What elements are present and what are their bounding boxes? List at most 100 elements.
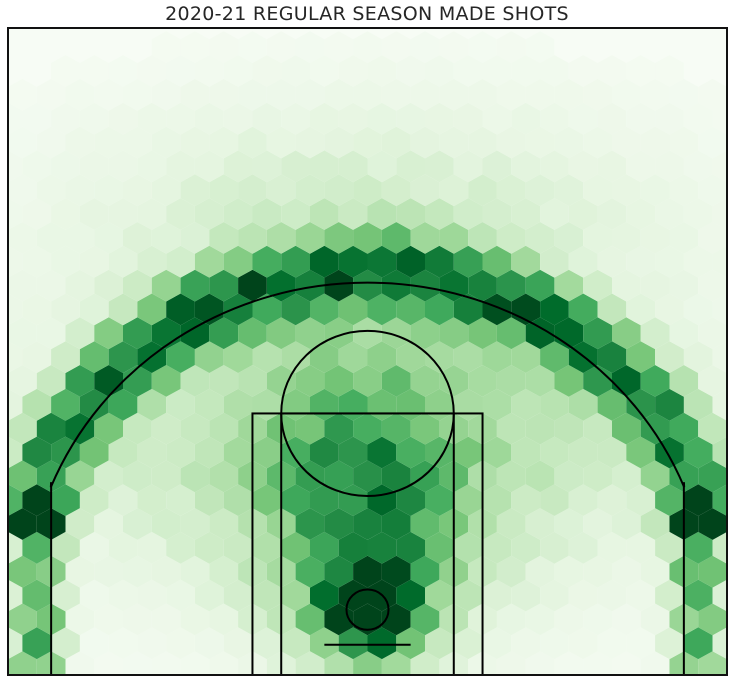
hex-bin — [166, 531, 195, 564]
hex-bin — [65, 651, 95, 675]
hex-bin — [123, 365, 152, 397]
hex-bin — [640, 365, 670, 397]
hex-bin — [683, 436, 713, 469]
hex-bin — [698, 222, 727, 254]
hex-bin — [223, 484, 253, 516]
hex-bin — [540, 55, 569, 87]
hex-bin — [108, 436, 138, 469]
hex-bin — [65, 222, 95, 254]
hex-bin — [194, 436, 224, 469]
hex-bin — [22, 102, 52, 135]
hex-bin — [223, 245, 253, 278]
hex-bin — [583, 126, 612, 159]
hex-bin — [612, 174, 641, 207]
hex-bin — [425, 198, 454, 230]
hex-bin — [51, 198, 80, 230]
hex-bin — [669, 126, 699, 159]
hex-bin — [396, 55, 425, 87]
hex-bin — [396, 102, 425, 135]
hex-bin — [683, 102, 713, 135]
hex-bin — [554, 269, 584, 302]
hex-bin — [353, 651, 382, 675]
hex-bin — [626, 388, 656, 421]
hex-bin — [180, 174, 210, 207]
hex-bin — [698, 317, 727, 350]
hex-bin — [367, 55, 397, 87]
hex-bin — [683, 198, 713, 230]
hex-bin — [266, 365, 296, 397]
hex-bin — [698, 460, 727, 493]
hex-bin — [381, 460, 411, 493]
hex-bin — [482, 579, 512, 612]
hex-bin — [712, 436, 727, 469]
hex-bin — [238, 269, 267, 302]
hex-bin — [36, 460, 66, 493]
hex-bin — [108, 579, 138, 612]
hex-bin — [123, 651, 152, 675]
hex-bin — [683, 150, 713, 183]
hex-bin — [137, 436, 167, 469]
hex-layer — [8, 31, 734, 683]
hex-bin — [540, 484, 569, 516]
hex-bin — [266, 269, 296, 302]
hex-bin — [123, 174, 152, 207]
hex-bin — [698, 603, 727, 636]
hex-bin — [525, 460, 555, 493]
hex-bin — [65, 365, 95, 397]
hex-bin — [209, 174, 239, 207]
hex-bin — [568, 579, 598, 612]
hex-bin — [727, 222, 734, 254]
hex-bin — [8, 508, 37, 540]
hex-bin — [252, 245, 282, 278]
hex-bin — [51, 341, 80, 373]
hex-bin — [669, 317, 699, 350]
hex-bin — [396, 484, 425, 516]
hex-bin — [626, 627, 656, 660]
hex-bin — [79, 55, 109, 87]
hex-bin — [669, 365, 699, 397]
hex-bin — [381, 317, 411, 350]
hex-bin — [612, 412, 641, 445]
hex-bin — [8, 317, 37, 350]
hex-bin — [209, 460, 239, 493]
hex-bin — [554, 412, 584, 445]
hex-bin — [108, 150, 138, 183]
hex-bin — [568, 55, 598, 87]
hex-bin — [655, 102, 684, 135]
paint-inner-box — [280, 412, 455, 675]
hex-bin — [8, 102, 23, 135]
hex-bin — [281, 579, 310, 612]
hex-bin — [310, 531, 339, 564]
hex-bin — [36, 78, 66, 111]
hex-bin — [108, 55, 138, 87]
hex-bin — [712, 198, 727, 230]
hex-bin — [597, 102, 627, 135]
hex-bin — [295, 412, 325, 445]
hex-bin — [453, 341, 483, 373]
hex-bin — [65, 508, 95, 540]
hex-bin — [151, 222, 181, 254]
hex-bin — [209, 222, 239, 254]
court-lines — [49, 281, 686, 675]
hex-bin — [540, 675, 569, 683]
hex-bin — [51, 245, 80, 278]
hex-bin — [94, 412, 123, 445]
hex-bin — [108, 341, 138, 373]
hex-bin — [51, 150, 80, 183]
hex-bin — [727, 604, 734, 636]
hex-bin — [712, 102, 727, 135]
hex-bin — [123, 555, 152, 588]
hex-bin — [353, 317, 382, 350]
hex-bin — [295, 78, 325, 111]
hex-bin — [238, 222, 267, 254]
hex-bin — [655, 150, 684, 183]
hex-bin — [108, 627, 138, 660]
hex-bin — [338, 436, 368, 469]
hex-bin — [496, 651, 526, 675]
hex-bin — [712, 293, 727, 326]
hex-bin — [51, 675, 80, 683]
hex-bin — [8, 198, 23, 230]
hex-bin — [568, 150, 598, 183]
hoop — [345, 588, 390, 631]
hex-bin — [252, 579, 282, 612]
